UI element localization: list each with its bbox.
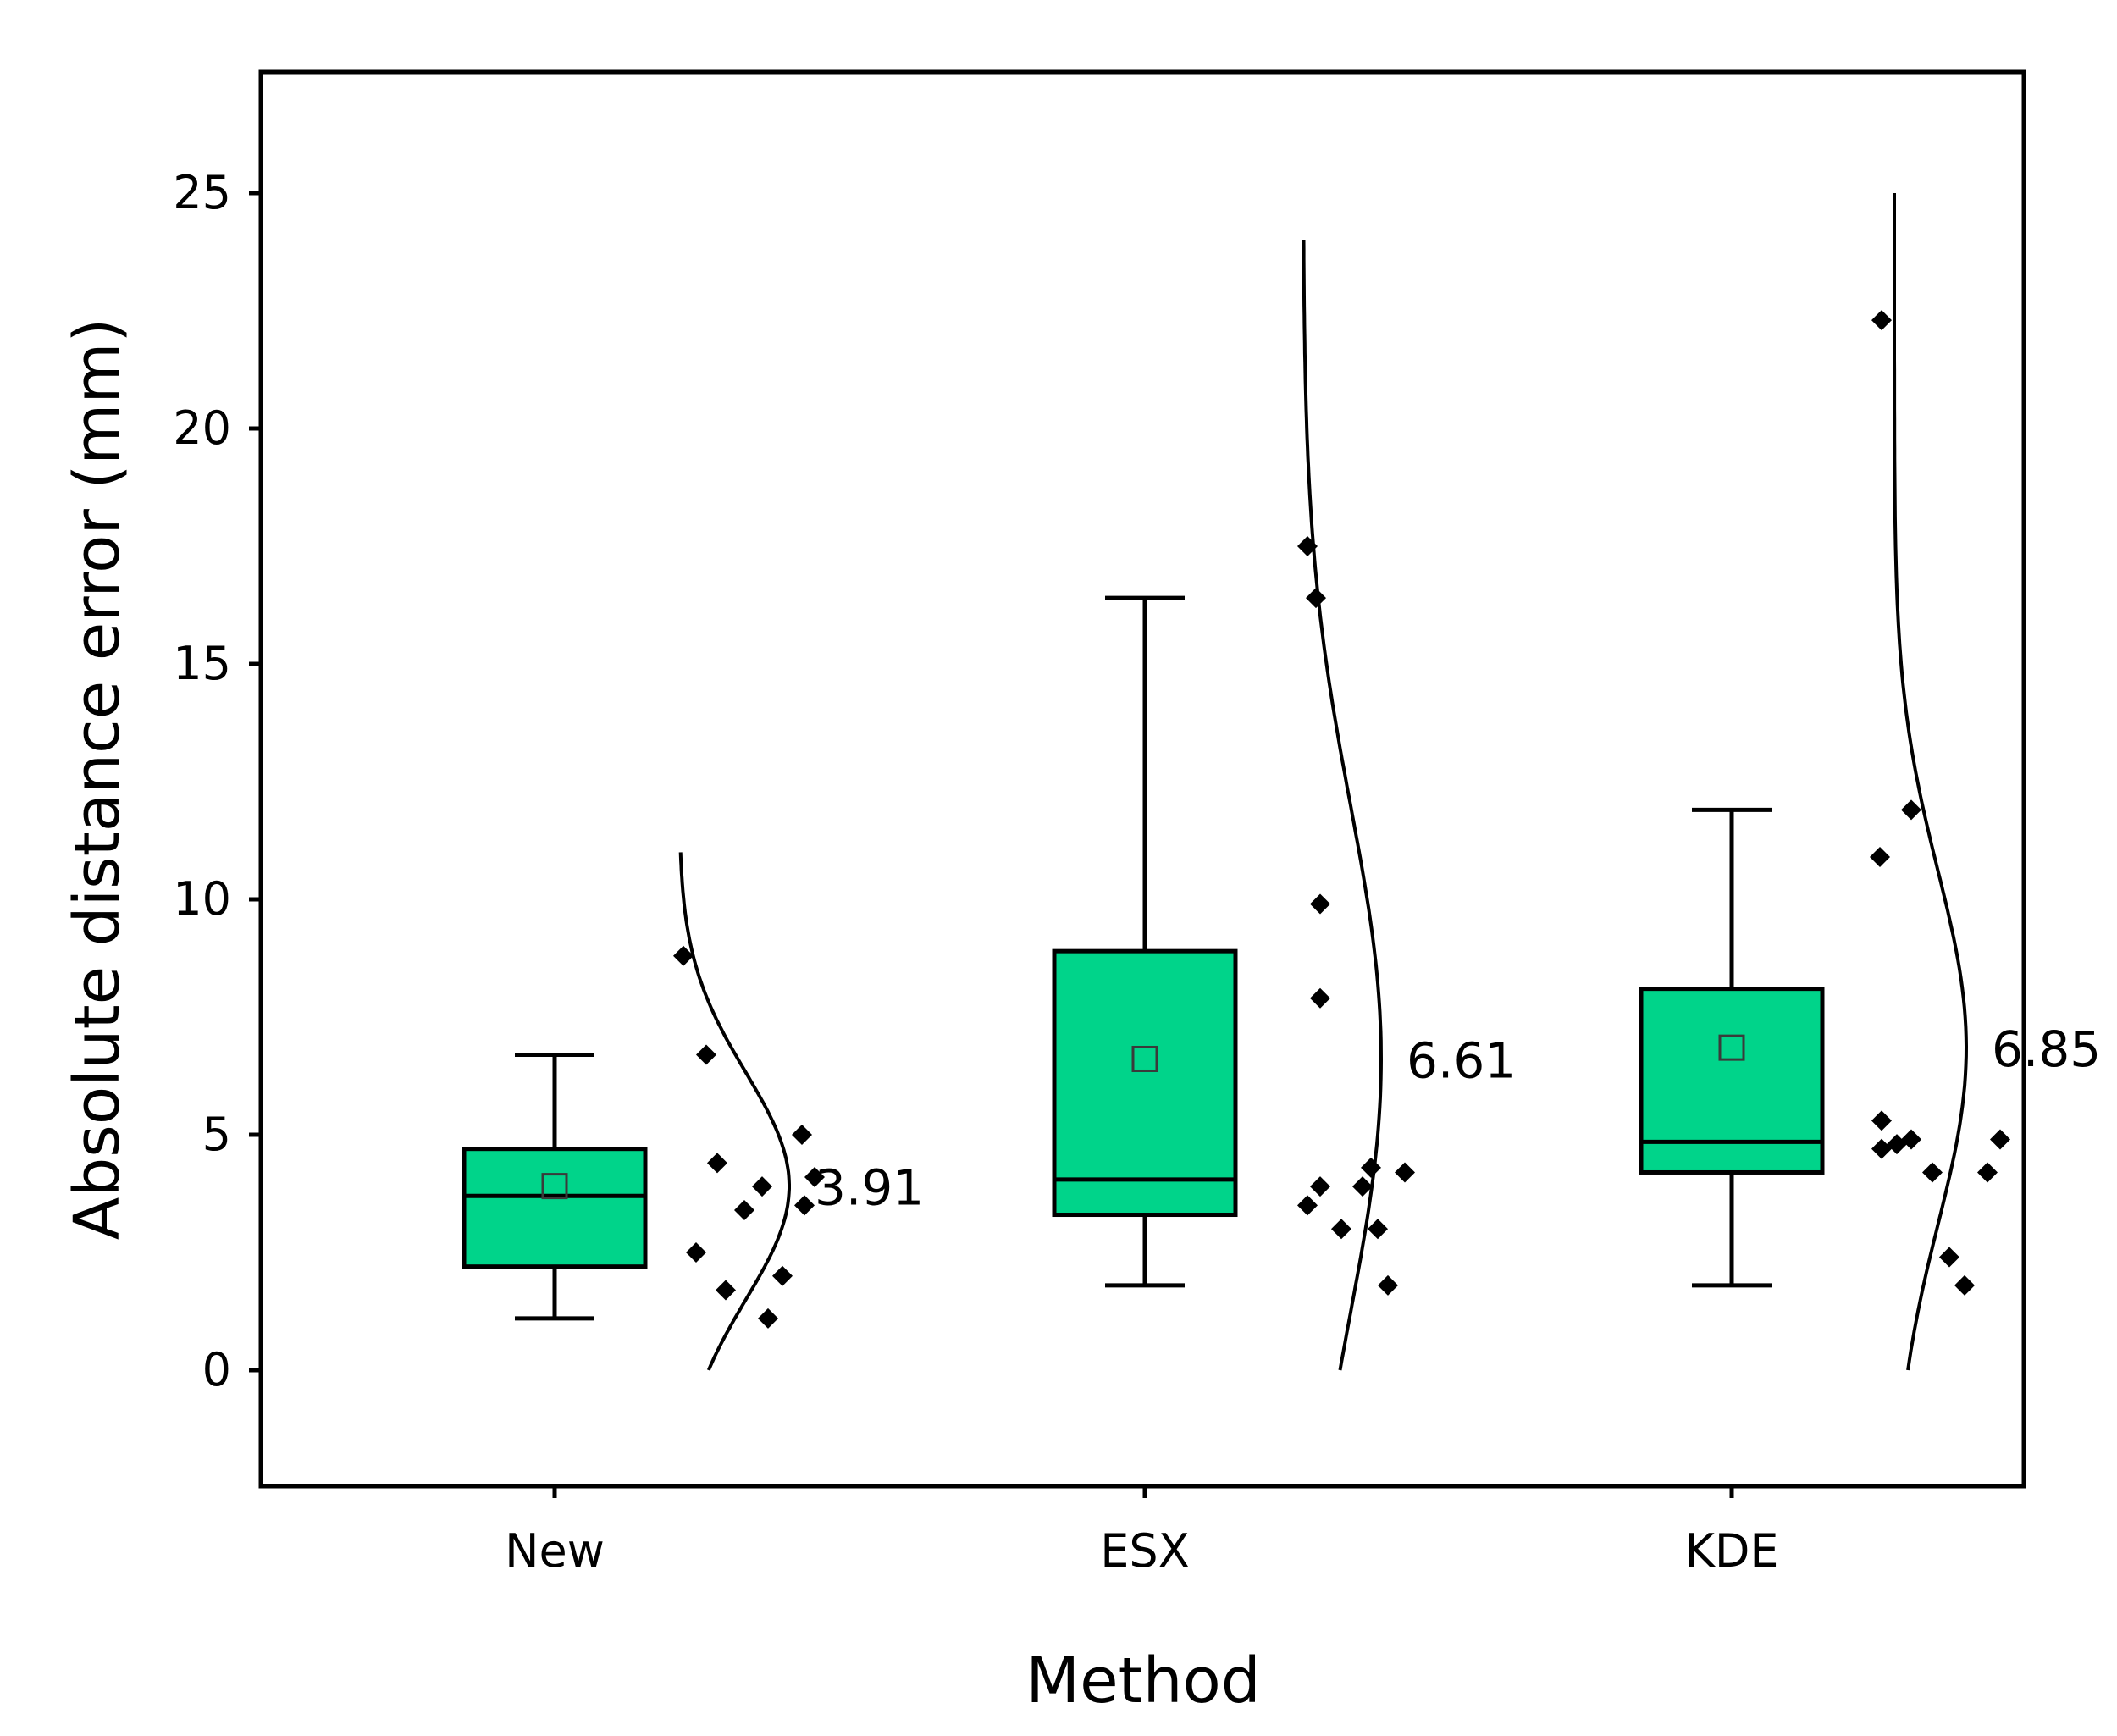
data-point: [1871, 1138, 1892, 1159]
data-point: [1310, 893, 1330, 915]
data-point: [1368, 1219, 1388, 1240]
data-point: [1977, 1162, 1998, 1183]
y-tick-label: 5: [202, 1108, 231, 1161]
x-axis: New ESX KDE: [505, 1486, 1779, 1578]
series-esx: 6.61: [1052, 240, 1516, 1371]
data-point: [1352, 1176, 1373, 1197]
data-point: [1361, 1157, 1381, 1178]
data-point: [1870, 846, 1890, 867]
x-axis-label: Method: [1025, 1645, 1261, 1717]
mean-marker: [1131, 1045, 1158, 1072]
data-point: [1939, 1247, 1959, 1268]
y-tick-label: 25: [173, 166, 231, 219]
box-iqr: [462, 1147, 648, 1269]
y-tick-label: 0: [202, 1343, 231, 1396]
distribution-curve: [1893, 193, 1969, 1371]
series-new: 3.91: [462, 852, 924, 1371]
data-point: [1297, 1195, 1318, 1216]
data-point: [1901, 799, 1921, 821]
data-point: [716, 1280, 736, 1301]
distribution-curve: [678, 852, 791, 1371]
data-point: [1871, 1110, 1892, 1131]
plot-frame: [258, 69, 2026, 1489]
y-tick-label: 10: [173, 872, 231, 926]
data-point: [734, 1199, 754, 1220]
series-kde: 6.85: [1639, 193, 2101, 1371]
y-tick-label: 15: [173, 637, 231, 690]
data-point: [752, 1176, 772, 1197]
mean-value-label: 3.91: [815, 1159, 924, 1217]
data-point: [1922, 1162, 1943, 1183]
data-point: [686, 1242, 706, 1263]
data-point: [673, 945, 694, 966]
mean-value-label: 6.61: [1407, 1031, 1516, 1089]
distribution-curve: [1302, 240, 1384, 1371]
data-point: [1331, 1219, 1351, 1240]
y-tick-label: 20: [173, 401, 231, 455]
box-iqr: [1639, 987, 1825, 1175]
mean-marker: [541, 1173, 568, 1200]
data-point: [1310, 1176, 1330, 1197]
plot-content: 3.91 6.61 6.85: [462, 193, 2101, 1371]
data-point: [772, 1265, 793, 1286]
data-point: [1954, 1274, 1975, 1296]
y-axis-label: Absolute distance error (mm): [61, 318, 134, 1241]
data-point: [1990, 1129, 2010, 1150]
data-point: [1310, 987, 1330, 1009]
data-point: [1901, 1129, 1921, 1150]
box-iqr: [1052, 948, 1238, 1218]
mean-value-label: 6.85: [1992, 1020, 2101, 1078]
y-axis: 0 5 10 15 20 25: [173, 166, 261, 1396]
data-point: [792, 1125, 812, 1145]
data-point: [758, 1308, 778, 1329]
data-point: [1395, 1162, 1415, 1183]
data-point: [804, 1167, 825, 1188]
data-point: [1306, 588, 1326, 609]
x-tick-label: KDE: [1684, 1524, 1778, 1578]
mean-marker: [1718, 1034, 1745, 1061]
data-point: [1871, 310, 1892, 331]
x-tick-label: ESX: [1100, 1524, 1189, 1578]
data-point: [696, 1044, 716, 1065]
data-point: [1378, 1274, 1398, 1296]
x-tick-label: New: [505, 1524, 605, 1578]
data-point: [794, 1195, 815, 1216]
data-point: [707, 1153, 727, 1174]
